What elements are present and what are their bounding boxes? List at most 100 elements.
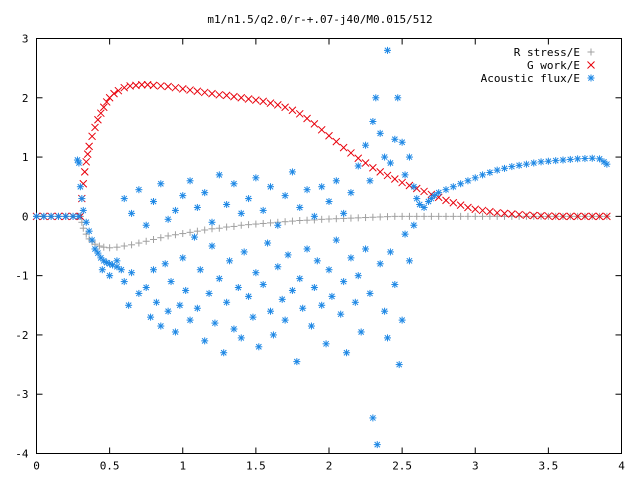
acoustic-flux-point — [313, 257, 321, 265]
acoustic-flux-point — [410, 183, 418, 191]
r-stress-point — [95, 242, 103, 250]
acoustic-flux-point — [171, 206, 179, 214]
r-stress-point — [435, 212, 443, 220]
acoustic-flux-point — [391, 135, 399, 143]
x-tick: 3 — [472, 38, 479, 473]
r-stress-point — [267, 219, 274, 227]
g-work-point — [566, 212, 575, 221]
acoustic-flux-point — [186, 177, 194, 185]
acoustic-flux-point — [157, 322, 165, 330]
g-work-point — [295, 109, 304, 118]
acoustic-flux-point — [501, 164, 508, 172]
y-tick: -2 — [15, 329, 622, 342]
x-tick-label: 0 — [33, 460, 40, 473]
acoustic-flux-point — [386, 248, 394, 256]
g-work-point — [230, 92, 238, 101]
y-tick-label: 3 — [22, 33, 29, 46]
r-stress-point — [362, 214, 370, 222]
r-stress-point — [530, 212, 538, 220]
r-stress-point — [442, 212, 450, 220]
acoustic-flux-point — [366, 177, 374, 185]
g-work-point — [88, 132, 96, 141]
g-work-point — [281, 103, 289, 112]
r-stress-point — [79, 224, 87, 232]
r-stress-point — [281, 218, 289, 226]
g-work-point — [222, 91, 231, 100]
acoustic-flux-point — [223, 201, 231, 208]
g-work-point — [110, 89, 118, 98]
acoustic-flux-point — [117, 266, 125, 274]
g-work-point — [361, 159, 370, 167]
acoustic-flux-point — [208, 218, 216, 226]
g-work-point — [390, 175, 399, 183]
r-stress-point — [259, 219, 267, 227]
r-stress-point — [522, 212, 530, 220]
acoustic-flux-point — [310, 212, 318, 220]
acoustic-flux-point — [307, 322, 315, 330]
x-tick: 2 — [326, 38, 332, 473]
r-stress-point — [384, 213, 391, 221]
legend-entry: G work/E — [527, 59, 595, 72]
g-work-point — [164, 82, 172, 91]
g-work-point — [259, 97, 268, 106]
g-work-point — [303, 114, 311, 123]
acoustic-flux-point — [82, 218, 90, 226]
acoustic-flux-point — [340, 209, 348, 217]
acoustic-flux-point — [603, 160, 611, 168]
acoustic-flux-point — [522, 160, 530, 168]
acoustic-flux-point — [362, 141, 370, 149]
r-stress-point — [135, 239, 143, 247]
acoustic-flux-point — [230, 180, 238, 188]
y-tick-label: 2 — [22, 92, 29, 105]
x-tick-label: 1 — [179, 460, 186, 473]
acoustic-flux-point — [296, 203, 304, 211]
acoustic-flux-point — [106, 272, 114, 280]
g-work-point — [493, 208, 502, 217]
acoustic-flux-point — [471, 174, 479, 182]
acoustic-flux-point — [223, 298, 231, 306]
y-tick-label: 1 — [22, 151, 29, 164]
acoustic-flux-point — [373, 441, 381, 449]
acoustic-flux-point — [369, 118, 377, 125]
acoustic-flux-point — [161, 260, 169, 268]
r-stress-point — [120, 242, 128, 250]
acoustic-flux-point — [420, 203, 428, 211]
g-work-point — [544, 212, 553, 220]
acoustic-flux-point — [193, 203, 201, 211]
r-stress-point — [150, 235, 157, 243]
r-stress-point — [288, 217, 296, 225]
acoustic-flux-point — [196, 266, 204, 274]
acoustic-flux-point — [259, 206, 267, 214]
g-work-point — [186, 86, 194, 94]
acoustic-flux-point — [457, 180, 465, 188]
g-work-point — [120, 83, 129, 92]
acoustic-flux-point — [376, 260, 384, 268]
r-stress-point — [164, 232, 172, 240]
g-work-point — [537, 211, 545, 220]
data-marks — [32, 46, 611, 449]
r-stress-point — [471, 212, 479, 220]
g-work-point — [96, 109, 105, 118]
g-work-point — [273, 101, 282, 109]
acoustic-flux-point — [237, 334, 245, 342]
acoustic-flux-point — [135, 186, 143, 194]
acoustic-flux-point — [69, 212, 77, 220]
acoustic-flux-point — [332, 236, 340, 244]
x-tick: 1.5 — [246, 38, 266, 473]
acoustic-flux-point — [442, 186, 450, 194]
g-work-point — [82, 157, 91, 166]
r-stress-point — [252, 220, 260, 228]
acoustic-flux-point — [201, 189, 209, 197]
acoustic-flux-point — [234, 284, 242, 291]
x-tick: 2.5 — [392, 38, 412, 473]
g-work-point — [369, 163, 377, 172]
acoustic-flux-point — [530, 159, 538, 167]
g-work-point — [208, 89, 216, 98]
acoustic-flux-point — [328, 292, 336, 300]
g-work-point — [464, 203, 472, 212]
acoustic-flux-point — [182, 286, 190, 294]
g-work-point — [178, 85, 187, 93]
acoustic-flux-point — [293, 358, 301, 366]
r-stress-point — [128, 241, 136, 249]
g-work-point — [83, 150, 92, 158]
